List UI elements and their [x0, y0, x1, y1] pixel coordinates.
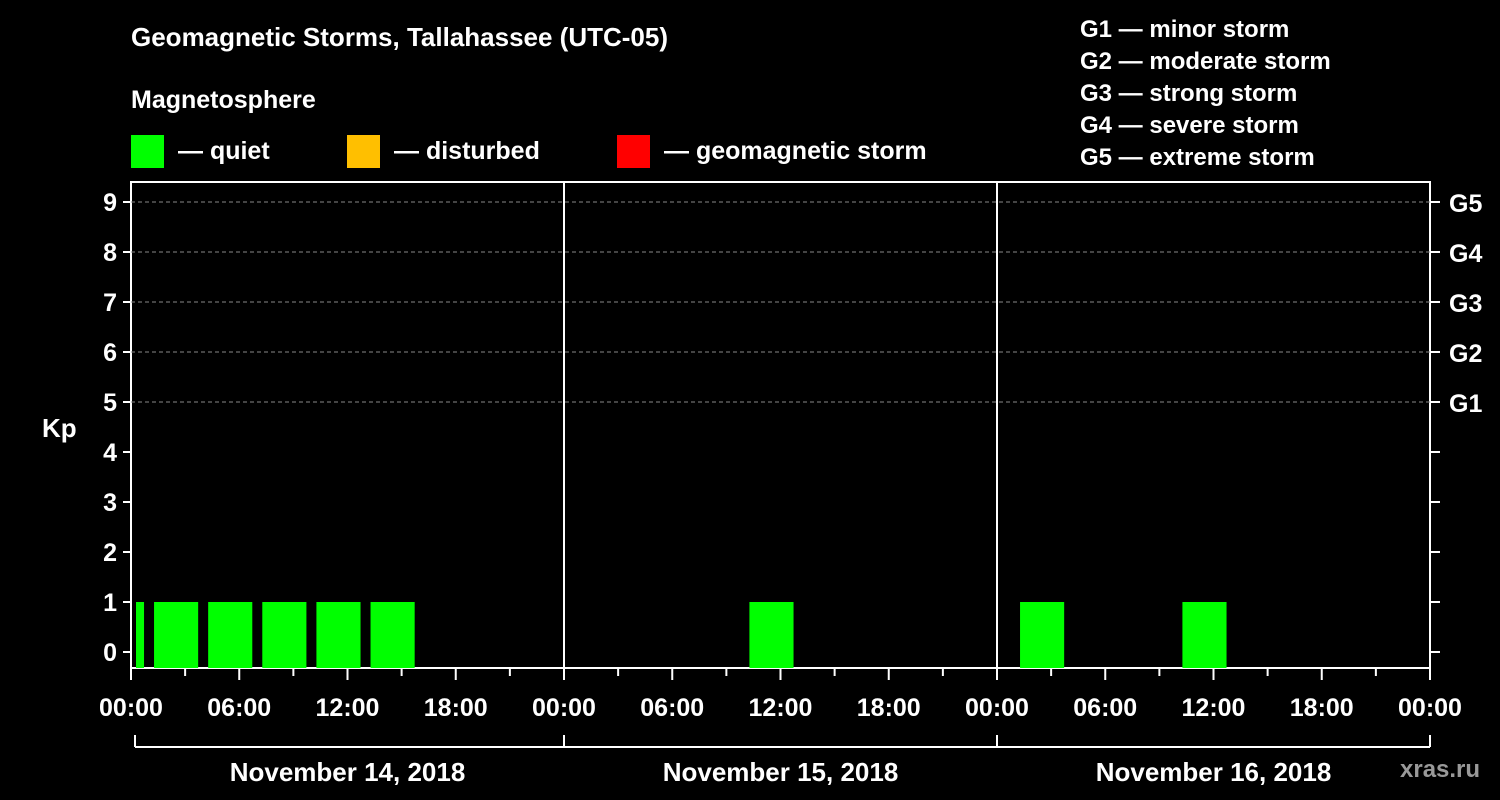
y-tick-label: 9 [103, 189, 117, 217]
kp-bar [136, 602, 145, 668]
y-axis-label: Kp [42, 413, 77, 443]
legend-item-storm: — geomagnetic storm [617, 134, 927, 168]
kp-bar [154, 602, 199, 668]
x-tick-label: 18:00 [857, 694, 921, 722]
storm-level-g2: G2 — moderate storm [1080, 48, 1331, 75]
legend-label-disturbed: — disturbed [394, 136, 540, 165]
x-tick-label: 12:00 [1182, 694, 1246, 722]
storm-level-g3: G3 — strong storm [1080, 80, 1298, 107]
legend-swatch-disturbed [347, 134, 380, 168]
legend-subtitle: Magnetosphere [131, 86, 316, 114]
kp-bar [370, 602, 415, 668]
legend-item-disturbed: — disturbed [347, 134, 540, 168]
legend-swatch-storm [617, 134, 650, 168]
kp-bar [316, 602, 361, 668]
legend-label-storm: — geomagnetic storm [664, 136, 927, 165]
kp-bar [749, 602, 794, 668]
y-tick-label: 3 [103, 489, 117, 517]
y-tick-label: 8 [103, 239, 117, 267]
x-tick-label: 00:00 [99, 694, 163, 722]
legend-label-quiet: — quiet [178, 136, 270, 165]
legend-swatch-quiet [131, 134, 164, 168]
watermark: xras.ru [1400, 756, 1481, 783]
y-tick-label: 4 [103, 439, 117, 467]
x-tick-label: 00:00 [532, 694, 596, 722]
storm-level-g4: G4 — severe storm [1080, 112, 1299, 139]
x-tick-label: 06:00 [1073, 694, 1137, 722]
date-label: November 16, 2018 [1096, 757, 1332, 787]
y-tick-label: 1 [103, 589, 117, 617]
right-tick-label-g3: G3 [1449, 290, 1482, 318]
x-tick-label: 06:00 [207, 694, 271, 722]
storm-level-g1: G1 — minor storm [1080, 16, 1290, 43]
y-tick-label: 5 [103, 389, 117, 417]
legend-item-quiet: — quiet [131, 134, 270, 168]
right-tick-label-g2: G2 [1449, 340, 1482, 368]
date-label: November 15, 2018 [663, 757, 899, 787]
x-tick-label: 06:00 [640, 694, 704, 722]
x-tick-label: 00:00 [965, 694, 1029, 722]
right-tick-label-g5: G5 [1449, 190, 1482, 218]
y-tick-label: 6 [103, 339, 117, 367]
kp-bar [1020, 602, 1065, 668]
kp-bar [208, 602, 253, 668]
kp-bar [1182, 602, 1227, 668]
y-tick-label: 2 [103, 539, 117, 567]
x-tick-label: 12:00 [316, 694, 380, 722]
x-tick-label: 18:00 [1290, 694, 1354, 722]
plot-frame [130, 181, 1431, 669]
x-tick-label: 00:00 [1398, 694, 1462, 722]
y-tick-label: 0 [103, 639, 117, 667]
x-tick-label: 12:00 [749, 694, 813, 722]
storm-level-g5: G5 — extreme storm [1080, 144, 1315, 171]
x-tick-label: 18:00 [424, 694, 488, 722]
kp-bar [262, 602, 307, 668]
date-label: November 14, 2018 [230, 757, 466, 787]
chart-title: Geomagnetic Storms, Tallahassee (UTC-05) [131, 22, 669, 52]
right-tick-label-g4: G4 [1449, 240, 1482, 268]
storm-level-legend: G1 — minor storm G2 — moderate storm G3 … [1080, 14, 1331, 174]
right-tick-label-g1: G1 [1449, 390, 1482, 418]
y-tick-label: 7 [103, 289, 117, 317]
